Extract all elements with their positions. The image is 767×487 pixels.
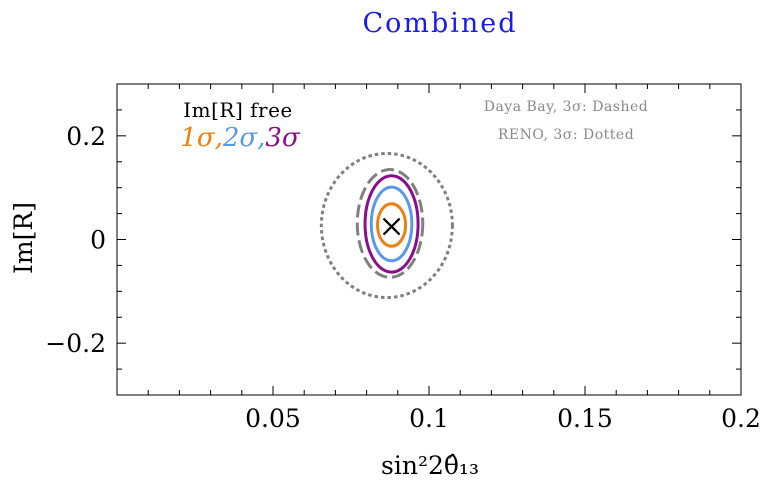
- x-tick-label: 0.2: [721, 404, 761, 433]
- y-tick-label: 0: [90, 226, 106, 255]
- contour-2-: [369, 185, 414, 263]
- contour-1-: [376, 202, 408, 248]
- y-axis-label: Im[R]: [9, 202, 38, 274]
- free-label: Im[R] free: [183, 98, 293, 122]
- x-tick-label: 0.1: [409, 404, 449, 433]
- y-tick-label: 0.2: [66, 122, 106, 151]
- sigma-label-2: 2σ,: [222, 123, 266, 153]
- sigma-legend-text: 1σ,2σ,3σ: [180, 123, 301, 153]
- daya-bay-note: Daya Bay, 3σ: Dashed: [484, 99, 649, 115]
- sigma-label-1: 1σ,: [180, 123, 223, 153]
- y-tick-label: −0.2: [45, 329, 106, 358]
- contour-3-: [363, 174, 420, 274]
- contours: [319, 151, 454, 300]
- reno-note: RENO, 3σ: Dotted: [498, 127, 634, 143]
- major-ticks: [117, 84, 742, 395]
- x-tick-label: 0.15: [557, 404, 613, 433]
- x-axis-label: sin²2θ̂₁₃: [381, 451, 479, 480]
- contour-daya-bay-3-: [355, 168, 425, 279]
- sigma-label-3: 3σ: [265, 123, 301, 153]
- contour-reno-3-: [319, 151, 454, 300]
- tick-labels: 0.05 0.1 0.15 0.2 0.2 0 −0.2: [45, 122, 761, 433]
- x-tick-label: 0.05: [245, 404, 301, 433]
- sigma-legend: 1σ,2σ,3σ: [180, 123, 301, 153]
- minor-ticks: [117, 84, 741, 395]
- best-fit-marker: [382, 217, 401, 236]
- chart-title: Combined: [362, 8, 517, 39]
- best-fit-stroke: [382, 217, 401, 236]
